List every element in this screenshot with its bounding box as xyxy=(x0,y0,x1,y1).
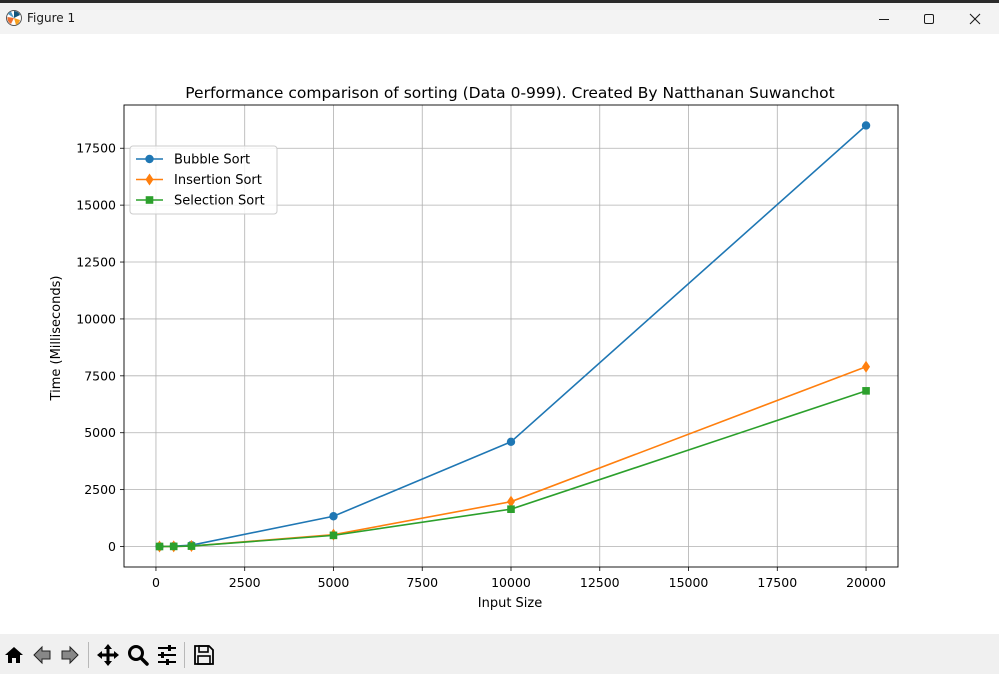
legend-label-insertion-sort: Insertion Sort xyxy=(174,173,262,188)
legend-label-bubble-sort: Bubble Sort xyxy=(174,153,250,168)
x-tick-label: 0 xyxy=(152,575,160,590)
chart-title: Performance comparison of sorting (Data … xyxy=(185,84,835,102)
data-point-insertion-sort xyxy=(507,495,515,508)
y-axis-label: Time (Milliseconds) xyxy=(49,276,64,402)
x-tick-label: 2500 xyxy=(229,575,261,590)
legend-marker-selection-sort xyxy=(145,196,154,204)
toolbar-separator xyxy=(88,642,89,668)
data-point-selection-sort xyxy=(862,387,870,395)
home-icon xyxy=(5,647,23,663)
matplotlib-logo-icon xyxy=(6,10,22,26)
data-point-selection-sort xyxy=(169,542,178,551)
axes: 0 2500 5000 7500 10000 12500 15000 17500 20000 0 2… xyxy=(76,104,899,590)
zoom-button[interactable] xyxy=(125,642,151,668)
axes-frame xyxy=(123,104,899,568)
save-button[interactable] xyxy=(191,642,217,668)
legend-box xyxy=(129,145,278,215)
back-icon xyxy=(33,645,51,665)
data-point-bubble-sort xyxy=(861,121,871,130)
series-selection-sort xyxy=(155,387,870,551)
legend-marker-insertion-sort xyxy=(145,173,154,186)
save-icon xyxy=(194,645,214,665)
window-title: Figure 1 xyxy=(27,11,76,25)
y-tick-label: 7500 xyxy=(84,368,116,383)
x-tick-label: 20000 xyxy=(846,575,886,590)
y-tick-label: 15000 xyxy=(76,198,116,213)
data-point-selection-sort xyxy=(187,542,196,550)
zoom-icon xyxy=(128,645,149,666)
x-tick-label: 12500 xyxy=(580,575,620,590)
y-tick-label: 2500 xyxy=(84,482,116,497)
x-tick-label: 5000 xyxy=(318,575,350,590)
y-tick-label: 12500 xyxy=(76,255,116,270)
configure-subplots-button[interactable] xyxy=(154,642,180,668)
y-tick-label: 10000 xyxy=(76,311,116,326)
x-tick-label: 7500 xyxy=(406,575,438,590)
home-button[interactable] xyxy=(1,642,27,668)
minimize-button[interactable] xyxy=(861,3,907,34)
y-tick-label: 17500 xyxy=(76,141,116,156)
x-axis-label: Input Size xyxy=(478,596,542,611)
window-titlebar: Figure 1 xyxy=(0,0,999,34)
maximize-icon xyxy=(924,13,934,24)
back-button[interactable] xyxy=(29,642,55,668)
pan-button[interactable] xyxy=(95,642,121,668)
forward-icon xyxy=(61,645,79,665)
configure-subplots-icon xyxy=(158,645,176,665)
legend: Bubble Sort Insertion Sort Selection Sort xyxy=(129,145,278,215)
data-point-insertion-sort xyxy=(862,360,871,373)
series-insertion-sort xyxy=(155,360,871,553)
x-tick-label: 17500 xyxy=(757,575,797,590)
minimize-icon xyxy=(879,18,889,20)
data-point-bubble-sort xyxy=(329,512,338,521)
figure-canvas[interactable]: Performance comparison of sorting (Data … xyxy=(0,34,999,634)
data-point-selection-sort xyxy=(507,505,515,513)
data-point-selection-sort xyxy=(155,542,164,551)
close-button[interactable] xyxy=(952,3,998,34)
series-line-selection-sort xyxy=(159,390,867,548)
pan-icon xyxy=(97,644,119,666)
series-line-insertion-sort xyxy=(159,365,867,548)
y-tick-label: 5000 xyxy=(84,425,116,440)
y-tick-label: 0 xyxy=(108,539,116,554)
navigation-toolbar xyxy=(0,634,999,674)
series-layer xyxy=(155,121,871,553)
chart: Performance comparison of sorting (Data … xyxy=(49,84,899,611)
close-icon xyxy=(969,13,981,24)
data-point-bubble-sort xyxy=(506,437,516,447)
x-tick-label: 15000 xyxy=(669,575,709,590)
maximize-button[interactable] xyxy=(906,3,952,34)
legend-label-selection-sort: Selection Sort xyxy=(174,194,265,209)
forward-button[interactable] xyxy=(57,642,83,668)
legend-marker-bubble-sort xyxy=(145,154,154,164)
data-point-selection-sort xyxy=(329,531,338,540)
toolbar-separator xyxy=(184,642,185,668)
grid xyxy=(124,105,898,567)
x-tick-label: 10000 xyxy=(491,575,531,590)
